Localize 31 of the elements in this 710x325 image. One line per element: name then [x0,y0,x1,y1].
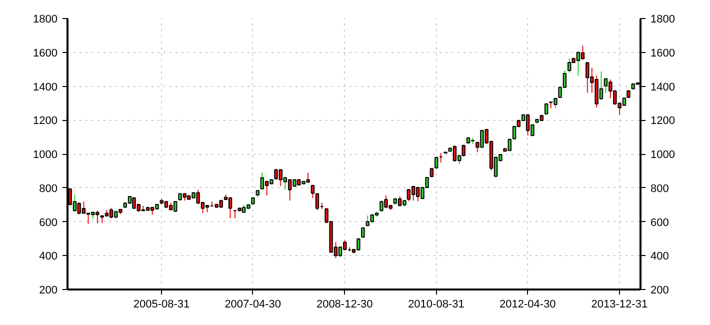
candlestick [406,188,411,202]
y2-tick-label: 600 [650,216,669,229]
y-tick-label: 200 [39,284,58,296]
y2-tick-label: 1800 [650,14,675,26]
y2-tick-label: 800 [650,182,669,195]
candlestick [567,58,572,74]
y2-tick-label: 400 [650,250,669,263]
y2-tick-label: 1400 [650,81,675,94]
y2-tick-label: 1600 [650,47,675,60]
y-tick-label: 1400 [33,81,58,94]
y-tick-label: 1200 [33,115,58,128]
x-tick-label: 2008-12-30 [316,298,373,310]
y-tick-label: 600 [39,216,58,229]
x-tick-label: 2013-12-31 [591,298,648,310]
x-tick-label: 2005-08-31 [133,298,190,310]
y-tick-label: 1000 [33,149,58,161]
candlestick [580,45,585,60]
y-tick-label: 400 [39,250,58,263]
y-tick-label: 1800 [33,14,58,26]
y2-tick-label: 200 [650,284,669,296]
y2-tick-label: 1000 [650,149,675,161]
candlestick [260,172,264,190]
y-tick-label: 1600 [33,47,58,60]
candlestick [228,196,232,219]
x-tick-label: 2012-04-30 [500,298,556,310]
candlestick [411,185,416,202]
candlestick [462,144,466,157]
y2-tick-label: 1200 [650,115,675,128]
x-tick-label: 2010-08-31 [408,298,464,310]
x-tick-label: 2007-04-30 [224,298,281,310]
y-tick-label: 800 [39,182,58,195]
